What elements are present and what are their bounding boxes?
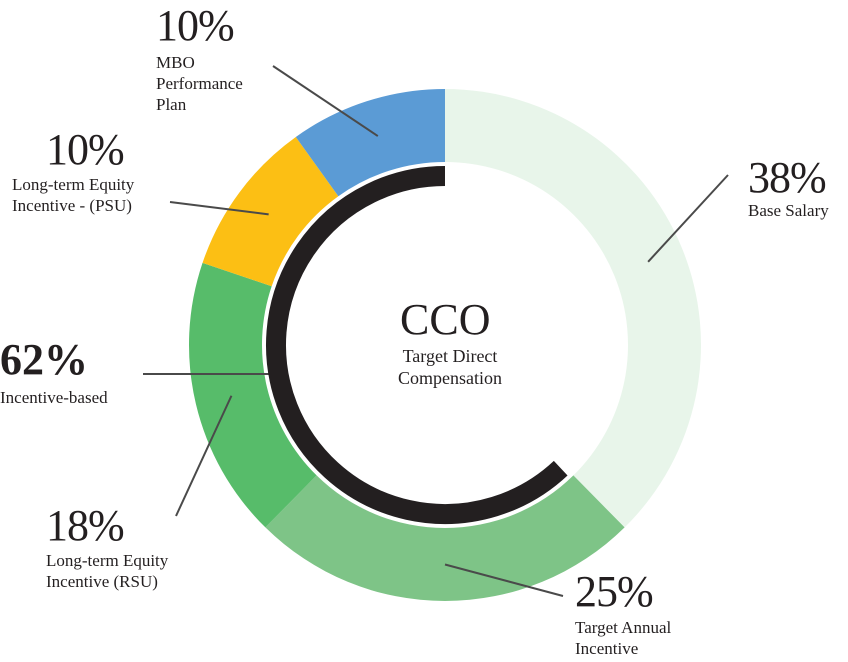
target-annual-incentive-percent-label: 25% (575, 567, 654, 616)
leader-lines (143, 65, 729, 597)
psu-percent-label: 10% (46, 125, 125, 174)
slice-psu (202, 136, 339, 287)
incentive-based-percent-label: 62% (0, 335, 88, 384)
leader-line-mbo (272, 65, 379, 137)
leader-line-target-annual-incentive (444, 563, 564, 597)
center-subtitle: Target Direct Compensation (398, 346, 502, 388)
slice-base-salary (445, 89, 701, 528)
incentive-based-label: Incentive-based (0, 388, 108, 407)
target-annual-incentive-slice-label: Target Annual Incentive (575, 618, 672, 658)
donut-slices (189, 89, 701, 601)
base-salary-slice-label: Base Salary (748, 201, 829, 220)
slice-target-annual-incentive (265, 475, 625, 601)
center-title: CCO (400, 295, 491, 344)
psu-slice-label: Long-term Equity Incentive - (PSU) (12, 175, 135, 215)
mbo-slice-label: MBO Performance Plan (156, 53, 243, 114)
rsu-percent-label: 18% (46, 501, 125, 550)
base-salary-percent-label: 38% (748, 153, 827, 202)
leader-line-base-salary (647, 174, 729, 263)
slice-rsu (189, 262, 317, 528)
incentive-based-arc (266, 166, 568, 524)
rsu-slice-label: Long-term Equity Incentive (RSU) (46, 551, 169, 591)
mbo-percent-label: 10% (156, 1, 235, 50)
leader-line-rsu (175, 395, 233, 517)
slice-mbo (295, 89, 445, 197)
leader-line-psu (169, 201, 269, 216)
